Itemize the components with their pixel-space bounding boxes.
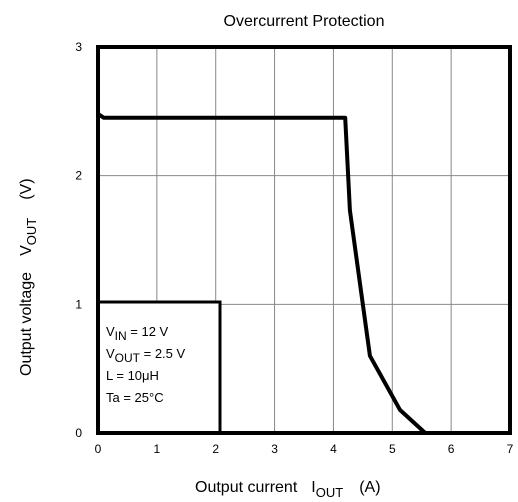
- label-part: Output voltage: [18, 272, 35, 376]
- label-part: Output current: [195, 479, 298, 496]
- label-part: = 2.5 V: [140, 346, 185, 361]
- subscript: IN: [115, 329, 127, 343]
- chart-title: Overcurrent Protection: [224, 13, 385, 30]
- label-part: (A): [359, 479, 380, 496]
- annotation: VOUT = 2.5 V: [106, 346, 186, 365]
- line: [96, 112, 427, 435]
- y-axis-label: Output voltage VOUT (V): [18, 178, 39, 376]
- annotation: VIN = 12 V: [106, 324, 169, 343]
- x-tick-label: 5: [389, 442, 396, 456]
- x-tick-label: 6: [448, 442, 455, 456]
- y-tick-label: 3: [75, 40, 82, 54]
- legend-box: [96, 300, 222, 435]
- subscript: OUT: [115, 351, 141, 365]
- annotation: Ta = 25°C: [106, 390, 164, 405]
- annotation: L = 10μH: [106, 368, 159, 383]
- x-tick-label: 7: [507, 442, 514, 456]
- x-axis-label: Output current IOUT (A): [195, 479, 381, 500]
- x-tick-label: 0: [95, 442, 102, 456]
- label-part: V: [106, 324, 115, 339]
- label-part: OUT: [24, 218, 39, 246]
- plot-frame: [96, 45, 512, 435]
- label-part: L = 10μH: [106, 368, 159, 383]
- label-part: = 12 V: [127, 324, 169, 339]
- label-part: V: [18, 245, 35, 256]
- x-tick-label: 2: [212, 442, 219, 456]
- x-tick-label: 3: [271, 442, 278, 456]
- label-part: OUT: [316, 485, 344, 500]
- y-tick-label: 1: [75, 297, 82, 311]
- label-part: Ta = 25°C: [106, 390, 164, 405]
- x-tick-label: 1: [154, 442, 161, 456]
- label-part: (V): [18, 178, 35, 199]
- y-tick-label: 0: [75, 426, 82, 440]
- x-tick-label: 4: [330, 442, 337, 456]
- label-part: V: [106, 346, 115, 361]
- y-tick-label: 2: [75, 169, 82, 183]
- label-part: I: [311, 479, 315, 496]
